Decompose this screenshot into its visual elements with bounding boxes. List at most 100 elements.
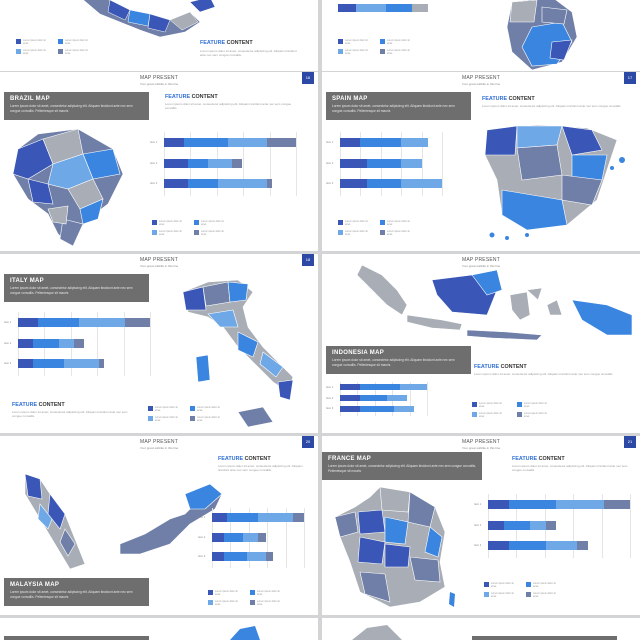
- title-box: INDONESIA MAP Lorem ipsum dolor sit amet…: [326, 346, 471, 374]
- bar-segment: [266, 179, 272, 189]
- legend-text: Lorem ipsum dolor sit amet: [387, 49, 410, 55]
- feature-word1: FEATURE: [474, 364, 500, 370]
- legend-text: Lorem ipsum dolor sit amet: [524, 402, 547, 408]
- legend-text: Lorem ipsum dolor sit amet: [345, 220, 368, 226]
- legend-text: Lorem ipsum dolor sit amet: [155, 416, 178, 422]
- slide-title: FRANCE MAP: [328, 456, 371, 462]
- legend-swatch: [484, 592, 489, 597]
- bar-segment: [246, 551, 266, 561]
- bar-segment: [360, 395, 387, 401]
- slide-title: ITALY MAP: [10, 278, 44, 284]
- title-box: FRANCE MAP Lorem ipsum dolor sit amet, c…: [322, 452, 482, 480]
- bar-segment: [212, 513, 228, 523]
- gridline: [269, 132, 271, 196]
- feature-heading: FEATURE CONTENT: [12, 402, 65, 408]
- legend-swatch: [380, 49, 385, 54]
- legend-swatch: [472, 412, 477, 417]
- category-label: Item 2: [474, 523, 482, 527]
- slide-title-desc: Lorem ipsum dolor sit amet, consectetur …: [332, 104, 455, 113]
- bar-segment: [18, 359, 34, 369]
- slide-bottom-left[interactable]: [0, 618, 318, 640]
- bar-segment: [188, 158, 208, 168]
- bar-segment: [488, 541, 510, 551]
- legend-text: Lorem ipsum dolor sit amet: [197, 416, 220, 422]
- legend-text: Lorem ipsum dolor sit amet: [491, 582, 514, 588]
- bar-segment: [393, 405, 414, 412]
- slide-mexico[interactable]: Lorem ipsum dolor sit amet Lorem ipsum d…: [0, 0, 318, 71]
- slide-brazil[interactable]: MAP PRESENT Your great subtitle in this …: [0, 72, 318, 251]
- bar-segment: [33, 338, 59, 348]
- gridline: [97, 312, 99, 376]
- legend-swatch: [16, 49, 21, 54]
- gridline: [427, 382, 428, 416]
- legend-text: Lorem ipsum dolor sit amet: [23, 39, 46, 45]
- bar-segment: [577, 541, 588, 551]
- legend-swatch: [338, 230, 343, 235]
- bar-segment: [164, 158, 189, 168]
- feature-word2: CONTENT: [226, 40, 253, 46]
- category-label: Item 2: [326, 161, 334, 165]
- bar-segment: [292, 513, 304, 523]
- slide-malaysia[interactable]: MAP PRESENT Your great subtitle in this …: [0, 436, 318, 615]
- legend-text: Lorem ipsum dolor sit amet: [533, 592, 556, 598]
- slide-header-title: MAP PRESENT: [462, 257, 500, 263]
- slide-spain[interactable]: MAP PRESENT Your great subtitle in this …: [322, 72, 640, 251]
- legend-text: Lorem ipsum dolor sit amet: [201, 230, 224, 236]
- bar-segment: [164, 137, 184, 147]
- legend-swatch: [517, 412, 522, 417]
- gridline: [123, 312, 125, 376]
- bar-segment: [33, 359, 64, 369]
- feature-word1: FEATURE: [200, 40, 226, 46]
- italy-map: [182, 279, 294, 428]
- gridline: [285, 508, 287, 568]
- france-map: [334, 486, 455, 608]
- gridline: [296, 132, 297, 196]
- bar-chart: Item 1 Item 2 Item 3: [4, 312, 154, 382]
- page-number-badge: 16: [302, 72, 314, 84]
- legend-text: Lorem ipsum dolor sit amet: [345, 49, 368, 55]
- slide-france[interactable]: MAP PRESENT Your great subtitle in this …: [322, 436, 640, 615]
- feature-desc: Lorem ipsum dolor sit amet, consectetur …: [12, 410, 128, 419]
- legend-text: Lorem ipsum dolor sit amet: [257, 600, 280, 606]
- legend-text: Lorem ipsum dolor sit amet: [387, 230, 410, 236]
- slide-germany[interactable]: Lorem ipsum dolor sit amet Lorem ipsum d…: [322, 0, 640, 71]
- gridline: [267, 508, 269, 568]
- slide-title: BRAZIL MAP: [10, 96, 50, 102]
- title-box: SPAIN MAP Lorem ipsum dolor sit amet, co…: [326, 92, 471, 120]
- malaysia-map: [24, 473, 223, 570]
- bar-segment: [227, 137, 267, 147]
- legend-swatch: [208, 590, 213, 595]
- legend-text: Lorem ipsum dolor sit amet: [387, 220, 410, 226]
- legend-text: Lorem ipsum dolor sit amet: [23, 49, 46, 55]
- slide-title: INDONESIA MAP: [332, 350, 385, 356]
- bar-segment: [401, 137, 429, 147]
- category-label: Item 1: [474, 502, 482, 506]
- legend-text: Lorem ipsum dolor sit amet: [345, 39, 368, 45]
- slide-title-desc: Lorem ipsum dolor sit amet, consectetur …: [328, 464, 476, 473]
- bar-segment: [603, 499, 630, 509]
- legend-swatch: [16, 39, 21, 44]
- bar-segment: [488, 520, 504, 530]
- slide-bottom-right[interactable]: [322, 618, 640, 640]
- legend-swatch: [338, 220, 343, 225]
- category-label: Item 3: [326, 407, 334, 411]
- slide-header-title: MAP PRESENT: [140, 257, 178, 263]
- legend-text: Lorem ipsum dolor sit amet: [479, 402, 502, 408]
- bar-segment: [258, 513, 293, 523]
- title-box: ITALY MAP Lorem ipsum dolor sit amet, co…: [4, 274, 149, 302]
- legend-swatch: [194, 230, 199, 235]
- slide-indonesia[interactable]: MAP PRESENT Your great subtitle in this …: [322, 254, 640, 433]
- bar-segment: [223, 551, 247, 561]
- feature-heading: FEATURE CONTENT: [474, 364, 527, 370]
- germany-map: [506, 0, 578, 71]
- spain-map: [484, 124, 625, 240]
- bar-segment: [386, 395, 407, 401]
- legend-swatch: [152, 230, 157, 235]
- legend-text: Lorem ipsum dolor sit amet: [533, 582, 556, 588]
- legend-text: Lorem ipsum dolor sit amet: [257, 590, 280, 596]
- bar-segment: [556, 499, 604, 509]
- category-label: Item 1: [198, 516, 206, 520]
- slide-italy[interactable]: MAP PRESENT Your great subtitle in this …: [0, 254, 318, 433]
- feature-word2: CONTENT: [538, 456, 565, 462]
- page-number-badge: 21: [624, 436, 636, 448]
